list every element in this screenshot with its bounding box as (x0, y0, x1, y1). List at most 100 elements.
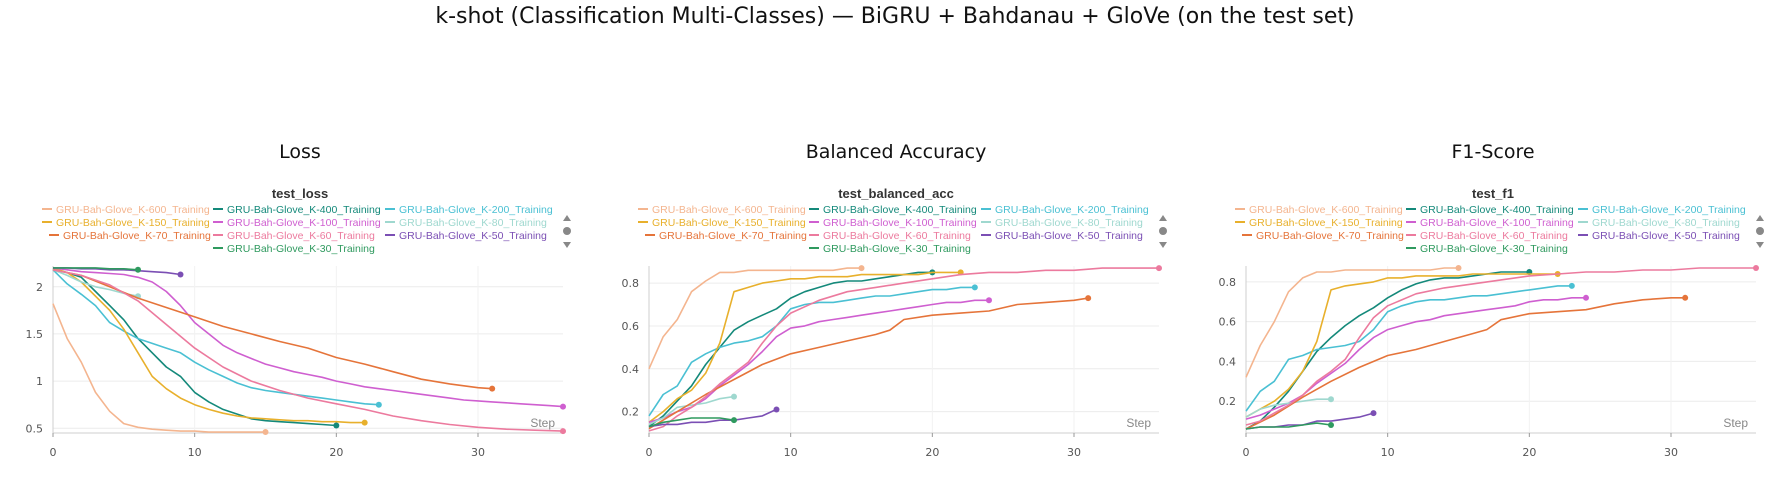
series-end-point (560, 428, 566, 435)
chart-panel-test_loss: test_lossGRU-Bah-Glove_K-600_TrainingGRU… (26, 186, 571, 459)
series-end-point (773, 406, 780, 413)
metric-title: test_loss (272, 186, 328, 201)
x-tick-label: 10 (188, 446, 202, 459)
legend-entry[interactable]: GRU-Bah-Glove_K-600_Training (652, 204, 806, 216)
series-line[interactable] (648, 271, 961, 423)
series-line[interactable] (648, 286, 975, 417)
series-line[interactable] (52, 267, 564, 408)
panel-title-loss: Loss (279, 141, 321, 163)
x-tick-label: 30 (471, 446, 485, 459)
legend-up-arrow-icon[interactable] (563, 215, 571, 221)
legend-entry[interactable]: GRU-Bah-Glove_K-50_Training (399, 230, 547, 242)
metric-title: test_f1 (1472, 186, 1514, 201)
y-tick-label: 0.8 (622, 277, 640, 290)
legend-entry[interactable]: GRU-Bah-Glove_K-150_Training (56, 217, 210, 229)
legend-entry[interactable]: GRU-Bah-Glove_K-80_Training (399, 217, 547, 229)
y-tick-label: 0.2 (1219, 395, 1237, 408)
series-line[interactable] (1245, 296, 1686, 430)
series-end-point (262, 429, 269, 436)
legend-entry[interactable]: GRU-Bah-Glove_K-200_Training (1592, 204, 1746, 216)
series-line[interactable] (52, 268, 337, 427)
legend-page-dot-icon[interactable] (563, 227, 571, 235)
series-end-point (731, 393, 737, 400)
series-end-point (1682, 294, 1689, 301)
series-line[interactable] (648, 267, 862, 370)
legend-entry[interactable]: GRU-Bah-Glove_K-400_Training (1420, 204, 1574, 216)
legend-entry[interactable]: GRU-Bah-Glove_K-70_Training (1256, 230, 1404, 242)
series-line[interactable] (648, 408, 777, 428)
legend-entry[interactable]: GRU-Bah-Glove_K-50_Training (1592, 230, 1740, 242)
legend-entry[interactable]: GRU-Bah-Glove_K-50_Training (995, 230, 1143, 242)
legend-entry[interactable]: GRU-Bah-Glove_K-100_Training (227, 217, 381, 229)
legend-entry[interactable]: GRU-Bah-Glove_K-70_Training (63, 230, 211, 242)
legend-entry[interactable]: GRU-Bah-Glove_K-600_Training (1249, 204, 1403, 216)
legend-entry[interactable]: GRU-Bah-Glove_K-30_Training (823, 243, 971, 255)
series-line[interactable] (52, 269, 379, 406)
series-end-point (986, 297, 992, 304)
legend-entry[interactable]: GRU-Bah-Glove_K-400_Training (227, 204, 381, 216)
y-tick-label: 0.6 (622, 320, 640, 333)
legend-entry[interactable]: GRU-Bah-Glove_K-30_Training (227, 243, 375, 255)
series-line[interactable] (648, 297, 1089, 430)
legend-up-arrow-icon[interactable] (1756, 215, 1764, 221)
legend-page-dot-icon[interactable] (1756, 227, 1764, 235)
legend-down-arrow-icon[interactable] (1756, 242, 1764, 248)
x-tick-label: 10 (1381, 446, 1395, 459)
legend-entry[interactable]: GRU-Bah-Glove_K-150_Training (652, 217, 806, 229)
series-end-point (1156, 265, 1162, 272)
legend-entry[interactable]: GRU-Bah-Glove_K-200_Training (399, 204, 553, 216)
legend-entry[interactable]: GRU-Bah-Glove_K-100_Training (823, 217, 977, 229)
x-tick-label: 0 (50, 446, 57, 459)
panel-title-balanced-accuracy: Balanced Accuracy (805, 141, 987, 163)
series-line[interactable] (648, 395, 735, 426)
series-end-point (971, 284, 978, 291)
legend-entry[interactable]: GRU-Bah-Glove_K-30_Training (1420, 243, 1568, 255)
legend-page-dot-icon[interactable] (1159, 227, 1167, 235)
legend-entry[interactable]: GRU-Bah-Glove_K-400_Training (823, 204, 977, 216)
series-end-point (1328, 422, 1334, 429)
legend-entry[interactable]: GRU-Bah-Glove_K-200_Training (995, 204, 1149, 216)
legend-down-arrow-icon[interactable] (563, 242, 571, 248)
series-line[interactable] (648, 271, 933, 428)
x-tick-label: 30 (1067, 446, 1081, 459)
series-end-point (1328, 396, 1334, 403)
series-line[interactable] (53, 267, 139, 271)
series-line[interactable] (52, 269, 564, 432)
legend-entry[interactable]: GRU-Bah-Glove_K-100_Training (1420, 217, 1574, 229)
series-line[interactable] (648, 417, 735, 428)
series-end-point (489, 385, 496, 392)
legend-up-arrow-icon[interactable] (1159, 215, 1167, 221)
x-tick-label: 0 (646, 446, 653, 459)
y-tick-label: 1.5 (26, 328, 44, 341)
y-tick-label: 0.8 (1219, 276, 1237, 289)
legend-entry[interactable]: GRU-Bah-Glove_K-60_Training (227, 230, 375, 242)
series-line[interactable] (1245, 267, 1756, 426)
series-line[interactable] (648, 267, 1159, 432)
legend-entry[interactable]: GRU-Bah-Glove_K-60_Training (823, 230, 971, 242)
series-line[interactable] (1245, 422, 1332, 430)
legend-entry[interactable]: GRU-Bah-Glove_K-60_Training (1420, 230, 1568, 242)
chart-panel-test_f1: test_f1GRU-Bah-Glove_K-600_TrainingGRU-B… (1219, 186, 1764, 459)
series-line[interactable] (1245, 267, 1459, 378)
series-line[interactable] (1245, 273, 1558, 418)
legend-entry[interactable]: GRU-Bah-Glove_K-70_Training (659, 230, 807, 242)
series-end-point (333, 422, 340, 429)
legend-entry[interactable]: GRU-Bah-Glove_K-80_Training (1592, 217, 1740, 229)
series-end-point (731, 417, 737, 424)
legend-entry[interactable]: GRU-Bah-Glove_K-150_Training (1249, 217, 1403, 229)
series-line[interactable] (648, 299, 989, 424)
x-tick-label: 20 (925, 446, 939, 459)
series-end-point (1753, 264, 1759, 271)
series-end-point (560, 403, 566, 410)
y-tick-label: 0.4 (622, 363, 640, 376)
legend-entry[interactable]: GRU-Bah-Glove_K-600_Training (56, 204, 210, 216)
series-line[interactable] (52, 269, 493, 390)
series-line[interactable] (1245, 285, 1572, 412)
series-line[interactable] (52, 303, 266, 433)
series-end-point (1583, 294, 1589, 301)
legend-down-arrow-icon[interactable] (1159, 242, 1167, 248)
legend-entry[interactable]: GRU-Bah-Glove_K-80_Training (995, 217, 1143, 229)
series-line[interactable] (52, 267, 365, 424)
series-line[interactable] (1245, 398, 1331, 418)
